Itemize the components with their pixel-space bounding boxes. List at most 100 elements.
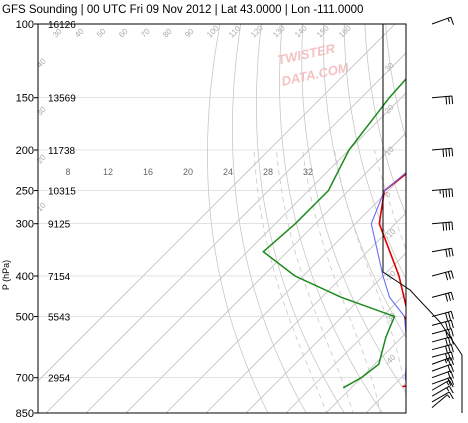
wind-barb [431,344,454,354]
hodograph-outline-line [382,24,463,413]
wind-barb [431,270,454,281]
height-label: 5543 [48,313,71,324]
wind-barb [431,291,454,302]
dry-adiabat-line [448,24,468,413]
isotherm-line [165,172,406,413]
dry-adiabat-line [207,24,269,413]
adiabat-label: 30 [35,104,48,117]
adiabat-label: -40 [383,352,398,367]
isotherm-line [205,212,406,413]
isotherm-label: 28 [263,167,273,177]
temperature-line [378,172,406,388]
isotherm-line [38,24,396,382]
wind-barb [431,319,454,330]
y-axis-label: P (hPa) [1,260,11,290]
height-label: 7154 [48,272,71,283]
isotherm-line [285,292,406,413]
isotherm-label: 12 [103,167,113,177]
isotherm-labels: 8 12 16 20 24 28 32 [65,167,313,177]
pressure-tick-label: 500 [16,312,34,324]
dry-adiabat-line [343,24,406,280]
wind-barbs [431,16,454,408]
dry-adiabat-line [255,24,345,413]
wind-barb [431,188,454,198]
wind-barb [431,379,454,391]
wind-barb [431,310,454,321]
height-label: 9125 [48,220,71,231]
isotherm-label: 20 [183,167,193,177]
adiabat-label: 90 [183,26,196,39]
moist-adiabat-line [276,149,354,413]
moist-adiabat-line [302,149,381,413]
adiabat-label: 30 [383,60,396,73]
adiabat-label: 160 [337,23,353,39]
chart-title: GFS Sounding | 00 UTC Fri 09 Nov 2012 | … [2,4,363,16]
wind-barb [431,16,454,25]
height-label: 11738 [48,146,76,157]
adiabat-label: 70 [139,26,152,39]
dry-adiabat-line [279,24,383,413]
pressure-axis: 100 16126 150 13569 200 11738 250 10315 300 9125 4… [16,19,77,420]
height-label: 10315 [48,187,76,198]
wind-barb [431,221,454,231]
thermo-grid [38,24,468,413]
pressure-tick-label: 300 [16,219,34,231]
moist-adiabat-line [253,149,328,413]
adiabat-label: 60 [117,26,130,39]
adiabat-label: 40 [35,56,48,69]
isotherm-label: 24 [223,167,233,177]
wind-barb [431,336,454,347]
adiabat-label: 50 [95,26,108,39]
wind-barb [431,385,454,397]
dewpoint-line [262,77,406,389]
adiabat-label: 10 [383,144,396,157]
watermark-logo: TWISTER DATA.COM [276,41,351,89]
adiabat-label: 120 [249,23,265,39]
dry-adiabat-line [364,24,406,216]
hodograph-outline [382,24,463,413]
virtual-temperature-line [403,316,406,325]
adiabat-label: 10 [35,200,48,213]
moist-adiabat-line [374,149,406,251]
wind-barb [431,394,451,408]
adiabat-label: 0 [383,190,393,200]
adiabat-label: 80 [161,26,174,39]
isotherm-line [85,92,406,413]
dry-adiabat-line [385,24,406,141]
pressure-tick-label: 200 [16,145,34,157]
parcel-line [370,171,406,385]
plot-frame [37,23,407,414]
isotherm-line [125,132,406,413]
wind-barb [431,370,454,380]
pressure-tick-label: 150 [16,93,34,105]
isotherm-label: 32 [303,167,313,177]
profile-lines [262,77,406,389]
isotherm-line [405,412,406,413]
adiabat-label: 20 [35,152,48,165]
isotherm-line [245,252,406,413]
pressure-tick-label: 250 [16,186,34,198]
dry-adiabat-line [231,24,307,413]
dry-adiabat-line [405,24,406,25]
wind-barb [431,391,454,403]
height-label: 16126 [48,20,76,31]
height-label: 13569 [48,94,76,105]
height-label: 2954 [48,374,71,385]
adiabat-label: 130 [271,23,287,39]
isotherm-label: 8 [65,167,70,177]
pressure-tick-label: 700 [16,373,34,385]
wind-barb [431,247,454,258]
isotherm-line [45,52,406,413]
wind-barb [431,376,454,386]
wind-barb [431,356,454,367]
pressure-tick-label: 850 [16,408,34,420]
pressure-tick-label: 100 [16,19,34,31]
wind-barb [431,351,454,362]
wind-barb [431,147,454,158]
isotherm-line [325,332,406,413]
adiabat-label: 150 [315,23,331,39]
adiabat-label: -20 [383,268,398,283]
wind-barb [431,95,454,105]
dry-adiabat-line [301,24,406,394]
